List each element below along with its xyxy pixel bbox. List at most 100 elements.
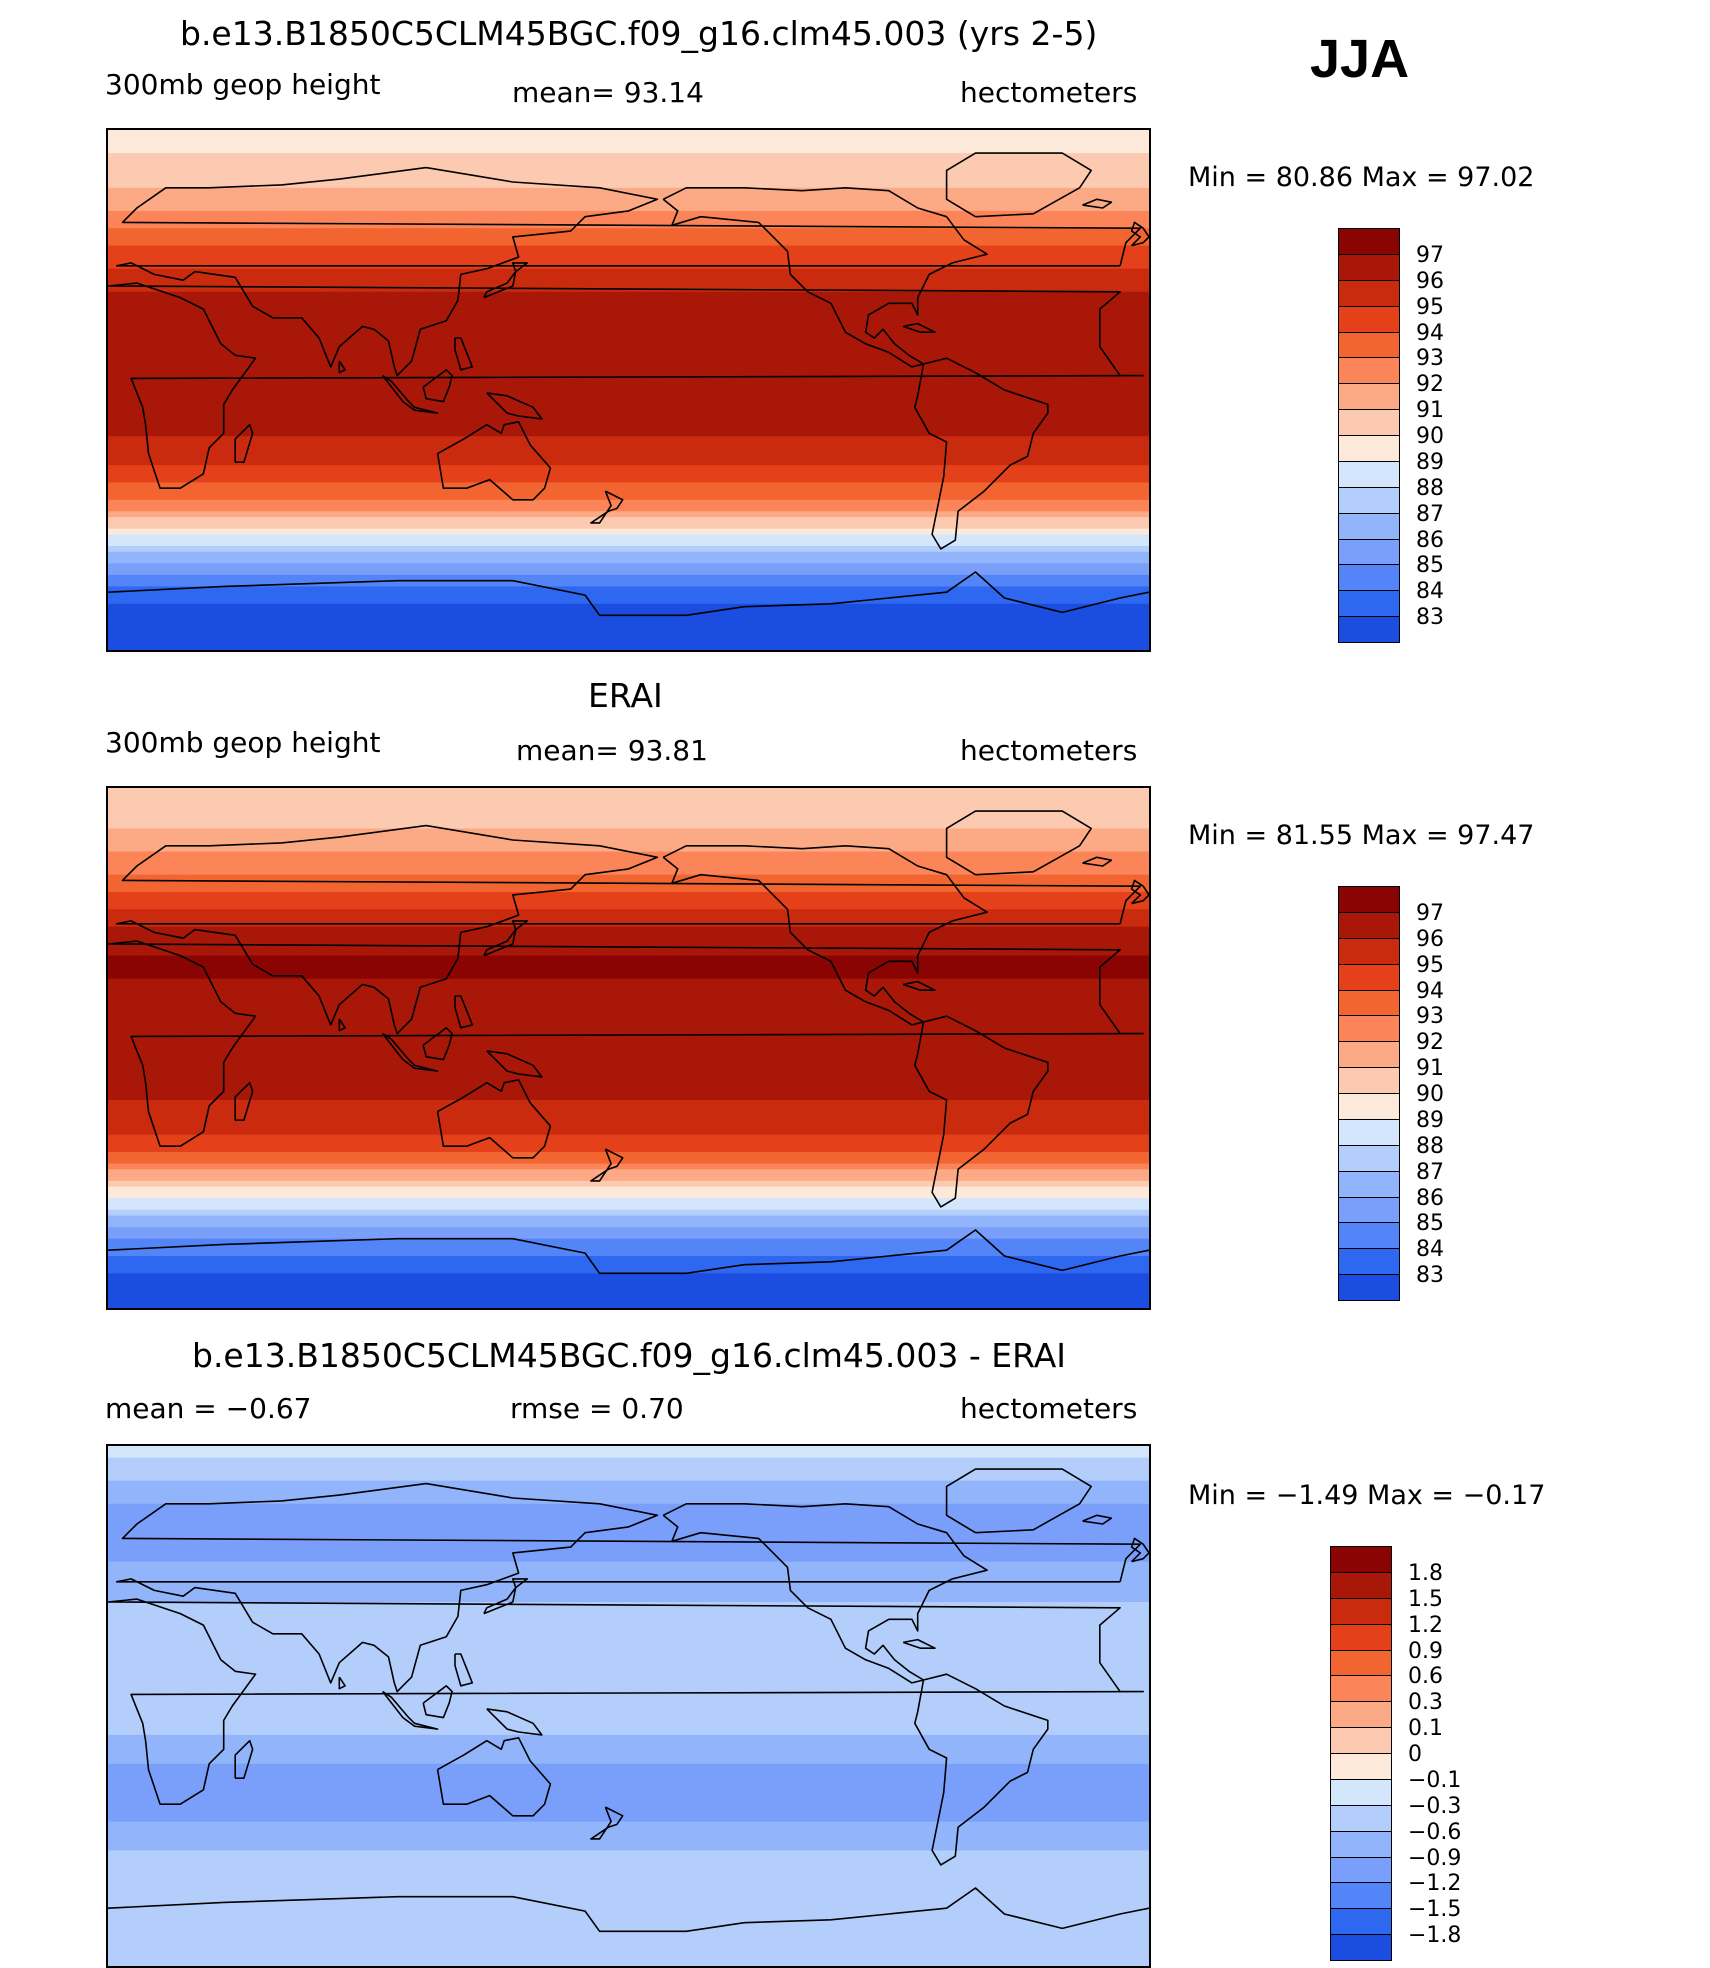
contour-band — [108, 1896, 1149, 1904]
contour-band — [108, 320, 1149, 328]
coastline — [913, 357, 1049, 550]
contour-band — [108, 1625, 1149, 1632]
season-label: JJA — [1310, 29, 1410, 89]
contour-band — [108, 343, 1149, 351]
contour-band — [108, 1180, 1149, 1188]
contour-band — [108, 1942, 1149, 1950]
coastline — [486, 1708, 543, 1736]
colorbar-swatch — [1338, 486, 1400, 514]
coastline — [1130, 221, 1149, 247]
panel-diff-units: hectometers — [960, 1392, 1138, 1425]
contour-band — [108, 799, 1149, 806]
contour-band — [108, 1700, 1149, 1707]
contour-band — [108, 1157, 1149, 1165]
contour-band — [108, 1250, 1149, 1257]
coastline — [338, 360, 346, 374]
contour-band — [108, 1885, 1149, 1892]
contour-band — [108, 1717, 1149, 1724]
colorbar-swatch — [1338, 512, 1400, 540]
contour-band — [108, 338, 1149, 345]
colorbar-tick-label: −1.8 — [1408, 1923, 1462, 1949]
panel-model-mean: mean= 93.14 — [512, 76, 704, 109]
contour-band — [108, 984, 1149, 991]
coastline — [454, 337, 474, 371]
contour-band — [108, 1914, 1149, 1921]
contour-band — [108, 401, 1149, 408]
colorbar-tick-label: 94 — [1416, 320, 1444, 346]
contour-band — [108, 245, 1149, 252]
colorbar-swatch — [1330, 1934, 1392, 1961]
contour-band — [108, 626, 1149, 634]
contour-band — [108, 1607, 1149, 1615]
contour-band — [108, 1740, 1149, 1748]
contour-band — [108, 517, 1149, 524]
coastline — [945, 152, 1093, 218]
contour-band — [108, 574, 1149, 582]
coastline — [902, 1638, 936, 1649]
contour-band — [108, 164, 1149, 172]
contour-band — [108, 1204, 1149, 1211]
contour-band — [108, 793, 1149, 801]
contour-band — [108, 1082, 1149, 1090]
contour-band — [108, 210, 1149, 218]
contour-band — [108, 1244, 1149, 1251]
colorbar-tick-label: 0.9 — [1408, 1638, 1443, 1664]
colorbar-tick-label: 97 — [1416, 900, 1444, 926]
colorbar-swatch — [1338, 590, 1400, 618]
contour-band — [108, 1469, 1149, 1476]
contour-band — [108, 1296, 1149, 1303]
colorbar-tick-label: 90 — [1416, 424, 1444, 449]
contour-band — [108, 1175, 1149, 1182]
contour-band — [108, 130, 1149, 137]
colorbar-tick-label: 87 — [1416, 1159, 1444, 1185]
contour-band — [108, 372, 1149, 380]
contour-band — [108, 1879, 1149, 1886]
contour-band — [108, 540, 1149, 547]
contour-band — [108, 1821, 1149, 1828]
contour-band — [108, 147, 1149, 154]
contour-band — [108, 332, 1149, 339]
contour-band — [108, 1752, 1149, 1759]
contour-band — [108, 892, 1149, 899]
colorbar-tick-label: 89 — [1416, 1107, 1444, 1133]
contour-band — [108, 1781, 1149, 1788]
contour-map-2 — [108, 1446, 1149, 1966]
contour-band — [108, 1169, 1149, 1176]
coastline — [1130, 879, 1149, 905]
contour-band — [108, 1544, 1149, 1551]
coastline — [483, 1578, 529, 1615]
contour-band — [108, 1013, 1149, 1020]
contour-band — [108, 586, 1149, 593]
contour-band — [108, 494, 1149, 501]
coastline — [1130, 1537, 1149, 1563]
contour-band — [108, 407, 1149, 414]
colorbar-swatch — [1330, 1778, 1392, 1806]
coastline — [945, 810, 1093, 876]
contour-band — [108, 1123, 1149, 1130]
colorbar-tick-label: −0.3 — [1408, 1793, 1462, 1819]
colorbar-swatch — [1338, 1067, 1400, 1094]
contour-band — [108, 1815, 1149, 1823]
contour-band — [108, 1827, 1149, 1834]
contour-band — [108, 349, 1149, 356]
contour-band — [108, 309, 1149, 316]
contour-band — [108, 1584, 1149, 1592]
contour-band — [108, 1677, 1149, 1684]
contour-band — [108, 534, 1149, 541]
contour-band — [108, 1810, 1149, 1817]
colorbar-tick-label: 1.8 — [1408, 1560, 1443, 1586]
coastline — [483, 920, 529, 957]
contour-band — [108, 1267, 1149, 1274]
contour-band — [108, 1636, 1149, 1644]
contour-band — [108, 1723, 1149, 1730]
coastline — [422, 1027, 453, 1061]
contour-band — [108, 1192, 1149, 1199]
panel-diff-mean: mean = −0.67 — [105, 1392, 312, 1425]
contour-band — [108, 1931, 1149, 1938]
contour-band — [108, 788, 1149, 795]
contour-band — [108, 228, 1149, 235]
coastline — [115, 166, 1142, 377]
colorbar-tick-label: 84 — [1416, 579, 1444, 605]
contour-band — [108, 949, 1149, 957]
colorbar-swatch — [1338, 1222, 1400, 1250]
